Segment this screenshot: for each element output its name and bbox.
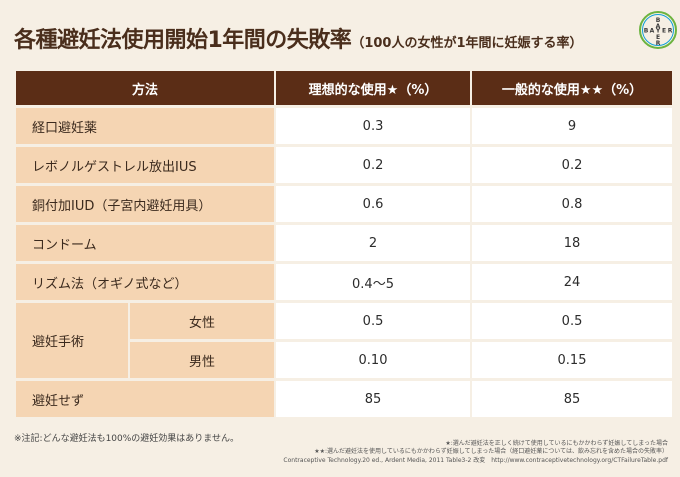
table-row: 避妊せず 85 85	[16, 381, 673, 417]
header-ideal: 理想的な使用★（%）	[276, 71, 471, 105]
header-row: 方法 理想的な使用★（%） 一般的な使用★★（%）	[16, 71, 673, 105]
typical-value: 24	[472, 264, 673, 300]
table-row: コンドーム 2 18	[16, 225, 673, 261]
bayer-cross-icon: B A B A Y E R E R	[639, 11, 677, 49]
title-sub: （100人の女性が1年間に妊娠する率）	[351, 36, 583, 51]
method-label: レボノルゲストレル放出IUS	[16, 147, 275, 183]
footnote-star2: ★★:選んだ避妊法を使用しているにもかかわらず妊娠してしまった場合（経口避妊薬に…	[314, 448, 668, 456]
ideal-value: 0.3	[276, 108, 471, 144]
svg-text:R: R	[656, 40, 661, 47]
ideal-value: 2	[276, 225, 471, 261]
svg-text:B: B	[644, 28, 649, 35]
sublabel-male: 男性	[130, 342, 275, 378]
table-row: 男性 0.10 0.15	[16, 342, 673, 378]
note-disclaimer: ※注記:どんな避妊法も100%の避妊効果はありません。	[14, 434, 240, 444]
table-row: リズム法（オギノ式など） 0.4〜5 24	[16, 264, 673, 300]
method-label-surgery: 避妊手術	[16, 303, 128, 378]
typical-value: 0.15	[472, 342, 673, 378]
title-main: 各種避妊法使用開始1年間の失敗率	[14, 28, 352, 53]
header-method: 方法	[16, 71, 275, 105]
footnotes: ★:選んだ避妊法を正しく続けて使用しているにもかかわらず妊娠してしまった場合 ★…	[283, 440, 668, 465]
typical-value: 9	[472, 108, 673, 144]
method-label: 経口避妊薬	[16, 108, 275, 144]
typical-value: 0.5	[472, 303, 673, 339]
ideal-value: 0.5	[276, 303, 471, 339]
method-label: コンドーム	[16, 225, 275, 261]
svg-text:R: R	[668, 28, 673, 35]
page-title: 各種避妊法使用開始1年間の失敗率（100人の女性が1年間に妊娠する率）	[14, 22, 583, 54]
sublabel-female: 女性	[130, 303, 275, 339]
table-row: 銅付加IUD（子宮内避妊用具） 0.6 0.8	[16, 186, 673, 222]
svg-text:A: A	[650, 28, 655, 35]
footnote-source: Contraceptive Technology.20 ed., Ardent …	[283, 456, 668, 464]
failure-rate-table: 方法 理想的な使用★（%） 一般的な使用★★（%） 経口避妊薬 0.3 9 レボ…	[14, 68, 674, 420]
ideal-value: 0.2	[276, 147, 471, 183]
method-label: リズム法（オギノ式など）	[16, 264, 275, 300]
ideal-value: 85	[276, 381, 471, 417]
ideal-value: 0.10	[276, 342, 471, 378]
method-label: 銅付加IUD（子宮内避妊用具）	[16, 186, 275, 222]
svg-text:E: E	[656, 34, 660, 41]
typical-value: 85	[472, 381, 673, 417]
typical-value: 18	[472, 225, 673, 261]
typical-value: 0.2	[472, 147, 673, 183]
table-row: 避妊手術 女性 0.5 0.5	[16, 303, 673, 378]
method-label: 避妊せず	[16, 381, 275, 417]
header-typical: 一般的な使用★★（%）	[472, 71, 673, 105]
ideal-value: 0.4〜5	[276, 264, 471, 300]
svg-text:B: B	[656, 17, 661, 24]
ideal-value: 0.6	[276, 186, 471, 222]
table-row: レボノルゲストレル放出IUS 0.2 0.2	[16, 147, 673, 183]
footnote-star1: ★:選んだ避妊法を正しく続けて使用しているにもかかわらず妊娠してしまった場合	[445, 440, 668, 447]
table-row: 経口避妊薬 0.3 9	[16, 108, 673, 144]
svg-text:Y: Y	[655, 28, 661, 35]
svg-text:A: A	[656, 23, 661, 30]
svg-text:E: E	[662, 28, 666, 35]
bayer-logo: B A B A Y E R E R	[638, 10, 678, 50]
typical-value: 0.8	[472, 186, 673, 222]
